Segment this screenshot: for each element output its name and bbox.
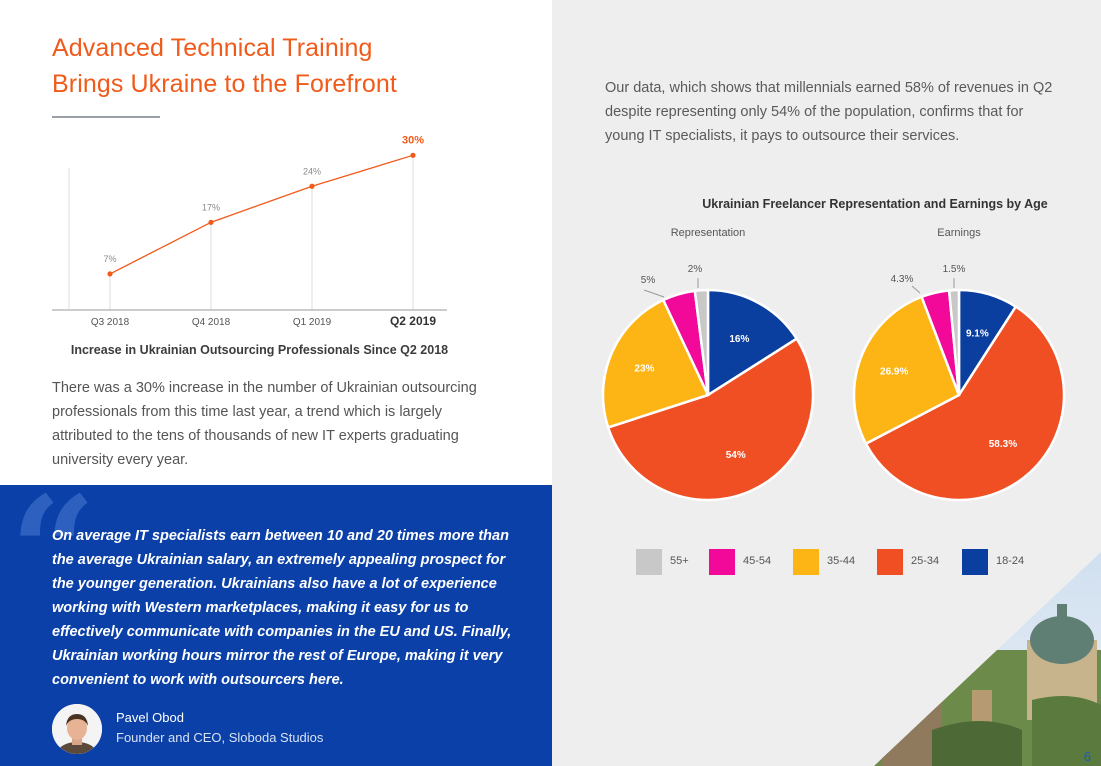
- data-labels: 7% 17% 24% 30%: [103, 134, 424, 264]
- x-tick-labels: Q3 2018 Q4 2018 Q1 2019 Q2 2019: [91, 314, 437, 328]
- pie-slice-18-24: [706, 288, 799, 398]
- pie-slice-label: 16%: [729, 334, 749, 345]
- pie-earnings: 9.1% 58.3% 26.9% 4.3% 1.5%: [852, 264, 1066, 502]
- legend-label: 55+: [670, 555, 689, 567]
- pie-earnings-label: Earnings: [937, 227, 981, 239]
- chart-guides: [109, 155, 414, 310]
- body-paragraph: There was a 30% increase in the number o…: [52, 380, 477, 468]
- pie-slice-label: 58.3%: [989, 439, 1017, 450]
- legend-label: 45-54: [743, 555, 772, 567]
- data-point: [208, 219, 214, 225]
- pie-slice-55+: [947, 288, 961, 396]
- pie-slice-25-34: [606, 337, 815, 502]
- legend-swatch: [877, 549, 903, 575]
- pie-legend: 55+ 45-54 35-44 25-34 18-24: [636, 549, 1056, 575]
- x-tick-label: Q3 2018: [91, 317, 130, 328]
- intro-paragraph: Our data, which shows that millennials e…: [605, 80, 1053, 144]
- pie-representation-label: Representation: [671, 227, 746, 239]
- data-label: 17%: [202, 202, 220, 212]
- data-point: [309, 183, 315, 189]
- page-headline: Advanced Technical Training Brings Ukrai…: [52, 30, 512, 102]
- right-pane: Our data, which shows that millennials e…: [552, 0, 1101, 766]
- x-tick-label: Q1 2019: [293, 317, 332, 328]
- left-pane: Advanced Technical Training Brings Ukrai…: [0, 30, 552, 766]
- legend-label: 25-34: [911, 555, 940, 567]
- line-chart-caption: Increase in Ukrainian Outsourcing Profes…: [70, 343, 449, 357]
- series-points: [107, 152, 416, 277]
- legend-label: 18-24: [996, 555, 1025, 567]
- legend-swatch: [962, 549, 988, 575]
- pie-slice-55+: [693, 288, 710, 396]
- quote-mark-icon: “: [10, 464, 97, 640]
- author-role: Founder and CEO, Sloboda Studios: [116, 730, 324, 745]
- pie-slice-35-44: [852, 295, 961, 446]
- pie-slice-outer-label: 4.3%: [891, 274, 914, 285]
- headline-line-1: Advanced Technical Training: [52, 34, 373, 62]
- quote-panel: “ On average IT specialists earn between…: [0, 477, 552, 766]
- data-label: 7%: [103, 254, 116, 264]
- leader-line: [643, 289, 665, 298]
- data-point: [107, 271, 113, 277]
- pie-charts-title: Ukrainian Freelancer Representation and …: [702, 197, 1048, 211]
- legend-swatch: [793, 549, 819, 575]
- avatar-portrait-icon: [52, 704, 102, 754]
- avatar: [52, 704, 102, 754]
- pie-slice-25-34: [864, 304, 1066, 502]
- x-tick-label: Q2 2019: [390, 314, 436, 328]
- legend-swatch: [709, 549, 735, 575]
- headline-line-2: Brings Ukraine to the Forefront: [52, 70, 397, 98]
- legend-label: 35-44: [827, 555, 856, 567]
- data-label: 30%: [402, 134, 424, 146]
- title-divider: [52, 116, 160, 118]
- pie-charts: Representation Earnings 16% 54% 23% 5% 2% 9.…: [601, 227, 1066, 502]
- pie-slice-35-44: [601, 298, 710, 430]
- pie-slice-label: 54%: [726, 450, 746, 461]
- leader-line: [911, 285, 921, 294]
- pie-slice-label: 23%: [634, 363, 654, 374]
- data-label: 24%: [303, 166, 321, 176]
- pie-slice-label: 26.9%: [880, 366, 908, 377]
- data-point: [410, 152, 416, 158]
- growth-line-chart: 7% 17% 24% 30% Q3 2018 Q4 2018 Q1 2019 Q2 2019: [52, 134, 447, 328]
- pie-slice-outer-label: 1.5%: [943, 264, 966, 275]
- pie-slice-label: 9.1%: [966, 329, 989, 340]
- author-name: Pavel Obod: [116, 710, 184, 725]
- page-number: 6: [1083, 749, 1091, 764]
- city-photo-corner: [874, 552, 1101, 766]
- pie-representation: 16% 54% 23% 5% 2%: [601, 264, 815, 502]
- pie-slice-outer-label: 2%: [688, 264, 703, 275]
- legend-swatch: [636, 549, 662, 575]
- x-tick-label: Q4 2018: [192, 317, 231, 328]
- pie-slice-outer-label: 5%: [641, 275, 656, 286]
- quote-text: On average IT specialists earn between 1…: [52, 528, 512, 688]
- series-line: [109, 154, 414, 275]
